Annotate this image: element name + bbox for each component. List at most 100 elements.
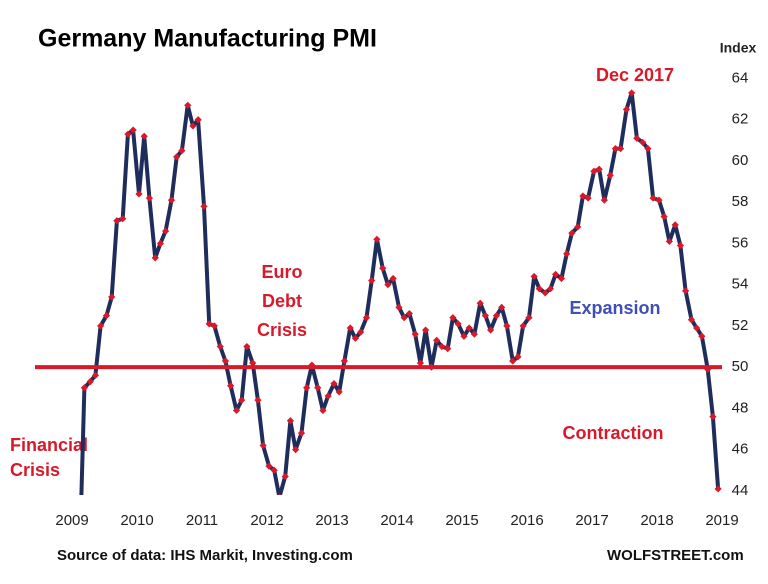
- data-point: [470, 330, 478, 338]
- data-point: [314, 384, 322, 392]
- data-point: [676, 241, 685, 250]
- data-point: [330, 380, 338, 388]
- data-point: [249, 359, 257, 367]
- data-point: [76, 570, 83, 577]
- data-point: [286, 417, 295, 425]
- data-point: [476, 299, 484, 307]
- data-point: [227, 382, 235, 390]
- data-point: [108, 293, 116, 301]
- data-point: [498, 303, 506, 311]
- data-point: [277, 493, 281, 495]
- annotation: Contraction: [563, 423, 664, 443]
- data-point: [557, 274, 566, 283]
- chart-title: Germany Manufacturing PMI: [38, 25, 377, 53]
- data-point: [633, 134, 641, 142]
- credit: WOLFSTREET.com: [607, 547, 744, 564]
- data-point: [162, 227, 170, 235]
- data-point: [151, 254, 159, 262]
- data-point: [178, 147, 186, 155]
- data-point: [324, 392, 332, 400]
- data-point: [297, 429, 306, 437]
- y-tick-label: 48: [732, 399, 749, 416]
- y-axis-label: Index: [720, 40, 757, 56]
- data-point: [340, 357, 348, 365]
- x-tick-label: 2014: [380, 512, 413, 529]
- data-point: [405, 309, 413, 318]
- data-point: [454, 320, 462, 328]
- data-point: [303, 384, 311, 392]
- y-tick-label: 54: [732, 276, 749, 293]
- data-point: [184, 101, 192, 109]
- y-tick-label: 50: [732, 358, 749, 375]
- x-tick-label: 2012: [250, 512, 283, 529]
- data-point: [600, 196, 608, 204]
- data-point: [590, 167, 598, 175]
- annotation: Expansion: [569, 298, 660, 318]
- data-point: [400, 314, 408, 322]
- data-point: [210, 322, 218, 330]
- data-point: [503, 322, 511, 330]
- data-point: [80, 384, 88, 392]
- data-point: [649, 194, 657, 202]
- data-point: [639, 138, 647, 147]
- x-tick-label: 2018: [640, 512, 673, 529]
- data-point: [611, 145, 620, 153]
- data-point: [221, 357, 230, 365]
- source: Source of data: IHS Markit, Investing.co…: [57, 547, 353, 564]
- data-point: [584, 194, 592, 202]
- data-point: [335, 388, 343, 396]
- data-point: [395, 303, 403, 311]
- data-point: [281, 472, 289, 481]
- data-point: [308, 361, 316, 369]
- x-tick-label: 2017: [575, 512, 608, 529]
- data-point: [541, 289, 549, 297]
- data-point: [145, 194, 153, 202]
- data-point: [119, 215, 127, 223]
- x-tick-label: 2016: [510, 512, 543, 529]
- data-point: [709, 413, 717, 421]
- data-point: [530, 272, 538, 281]
- data-point: [433, 336, 441, 344]
- annotation: Crisis: [10, 460, 60, 480]
- data-point: [687, 316, 696, 324]
- data-point: [465, 324, 473, 332]
- data-point: [97, 322, 105, 330]
- data-point: [270, 466, 278, 474]
- data-point: [595, 165, 603, 173]
- data-point: [265, 462, 273, 470]
- data-point: [259, 441, 267, 450]
- data-point: [714, 485, 722, 493]
- data-point: [389, 274, 397, 283]
- x-tick-label: 2009: [55, 512, 88, 529]
- data-point: [660, 213, 668, 221]
- data-point: [563, 250, 571, 258]
- data-point: [232, 406, 241, 415]
- data-point: [86, 377, 94, 386]
- x-tick-label: 2010: [120, 512, 153, 529]
- y-tick-label: 58: [732, 193, 749, 210]
- data-point: [628, 89, 636, 97]
- x-tick-label: 2013: [315, 512, 348, 529]
- data-point: [292, 446, 300, 454]
- data-point: [411, 330, 419, 338]
- data-point: [102, 312, 111, 320]
- data-point: [351, 334, 360, 342]
- data-point: [173, 153, 181, 161]
- data-point: [243, 342, 251, 351]
- y-tick-label: 60: [732, 152, 749, 169]
- data-point: [254, 396, 262, 404]
- data-point: [194, 116, 202, 124]
- data-point: [140, 132, 148, 140]
- data-point: [384, 281, 392, 289]
- data-point: [444, 345, 452, 353]
- data-point: [574, 223, 582, 231]
- series-line: [79, 90, 721, 495]
- data-point: [622, 105, 631, 114]
- y-tick-label: 62: [732, 111, 749, 128]
- annotation: Financial: [10, 435, 88, 455]
- annotation: Debt: [262, 291, 302, 311]
- data-point: [438, 342, 446, 351]
- data-point: [319, 406, 327, 415]
- data-point: [216, 342, 224, 351]
- data-point: [644, 145, 652, 153]
